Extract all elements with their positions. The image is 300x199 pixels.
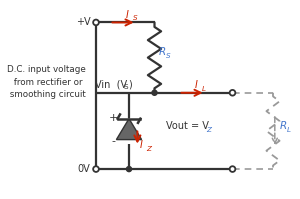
- Text: 0V: 0V: [78, 164, 91, 174]
- Text: I: I: [195, 80, 198, 90]
- Text: S: S: [123, 84, 128, 90]
- Text: I: I: [126, 10, 129, 20]
- Text: S: S: [166, 53, 170, 59]
- Circle shape: [230, 166, 236, 172]
- Text: -: -: [111, 136, 116, 146]
- Text: Z: Z: [206, 127, 211, 133]
- Circle shape: [152, 90, 157, 95]
- Text: +V: +V: [76, 18, 91, 27]
- Text: D.C. input voltage
 from rectifier or
 smoothing circuit: D.C. input voltage from rectifier or smo…: [7, 65, 86, 99]
- Text: L: L: [202, 86, 206, 92]
- Text: I: I: [140, 140, 142, 150]
- Text: Z: Z: [146, 146, 152, 152]
- Circle shape: [93, 20, 99, 25]
- Text: S: S: [133, 15, 137, 21]
- Polygon shape: [116, 119, 142, 140]
- Text: R: R: [159, 47, 166, 57]
- Text: ): ): [128, 79, 132, 89]
- Text: Vout = V: Vout = V: [167, 121, 209, 131]
- Circle shape: [230, 90, 236, 96]
- Circle shape: [93, 166, 99, 172]
- Text: Vin  (V: Vin (V: [94, 79, 127, 89]
- Text: +: +: [109, 113, 118, 123]
- Text: L: L: [287, 127, 291, 133]
- Text: R: R: [280, 121, 287, 131]
- Circle shape: [127, 167, 132, 172]
